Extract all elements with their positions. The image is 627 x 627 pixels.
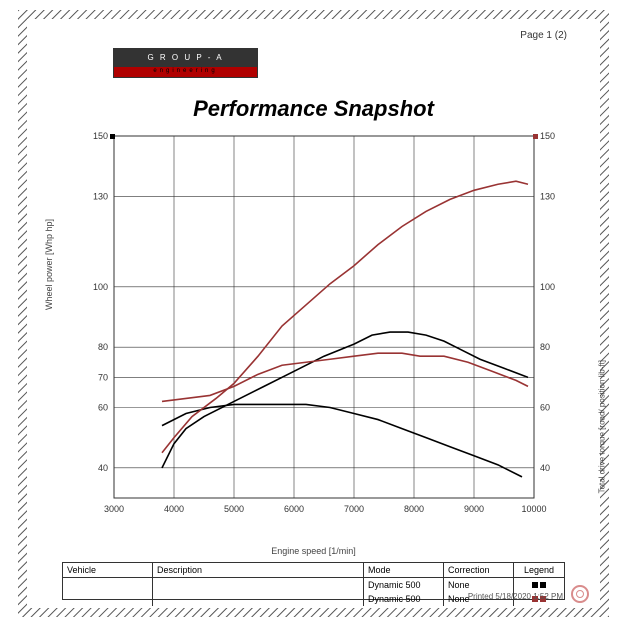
logo: G R O U P - A engineering: [113, 48, 258, 78]
th-mode: Mode: [364, 563, 444, 577]
svg-text:6000: 6000: [284, 504, 304, 514]
y-axis-right-label: Total drive torque [road/ position lib-f…: [597, 360, 606, 493]
x-axis-label: Engine speed [1/min]: [18, 546, 609, 556]
logo-dots: [113, 32, 258, 46]
y-axis-left-label: Wheel power [Whp hp]: [44, 219, 54, 310]
svg-text:7000: 7000: [344, 504, 364, 514]
td-correction: None: [444, 578, 514, 592]
svg-text:150: 150: [540, 131, 555, 141]
th-description: Description: [153, 563, 364, 577]
svg-text:5000: 5000: [224, 504, 244, 514]
svg-text:4000: 4000: [164, 504, 184, 514]
svg-text:130: 130: [93, 191, 108, 201]
svg-text:80: 80: [540, 342, 550, 352]
td-legend: [514, 578, 564, 592]
td-description: [153, 592, 364, 606]
svg-text:60: 60: [540, 403, 550, 413]
th-vehicle: Vehicle: [63, 563, 153, 577]
svg-text:130: 130: [540, 191, 555, 201]
svg-text:80: 80: [98, 342, 108, 352]
page-number: Page 1 (2): [520, 30, 567, 41]
th-correction: Correction: [444, 563, 514, 577]
svg-text:150: 150: [93, 131, 108, 141]
svg-text:9000: 9000: [464, 504, 484, 514]
svg-text:100: 100: [540, 282, 555, 292]
td-mode: Dynamic 500: [364, 578, 444, 592]
svg-text:60: 60: [98, 403, 108, 413]
svg-text:3000: 3000: [104, 504, 124, 514]
svg-text:70: 70: [98, 372, 108, 382]
watermark-icon: [571, 585, 589, 603]
logo-subtitle: engineering: [114, 65, 257, 77]
td-description: [153, 578, 364, 592]
svg-text:40: 40: [98, 463, 108, 473]
td-vehicle: [63, 578, 153, 592]
svg-text:100: 100: [93, 282, 108, 292]
td-mode: Dynamic 500: [364, 592, 444, 606]
chart: 3000 4000 5000 6000 7000 8000 9000 10000 40 60 70 8…: [74, 128, 574, 528]
svg-text:40: 40: [540, 463, 550, 473]
svg-text:10000: 10000: [521, 504, 546, 514]
th-legend: Legend: [514, 563, 564, 577]
printed-timestamp: Printed 5/18/2020 1:52 PM: [468, 592, 563, 601]
svg-text:8000: 8000: [404, 504, 424, 514]
td-vehicle: [63, 592, 153, 606]
chart-title: Performance Snapshot: [18, 96, 609, 122]
